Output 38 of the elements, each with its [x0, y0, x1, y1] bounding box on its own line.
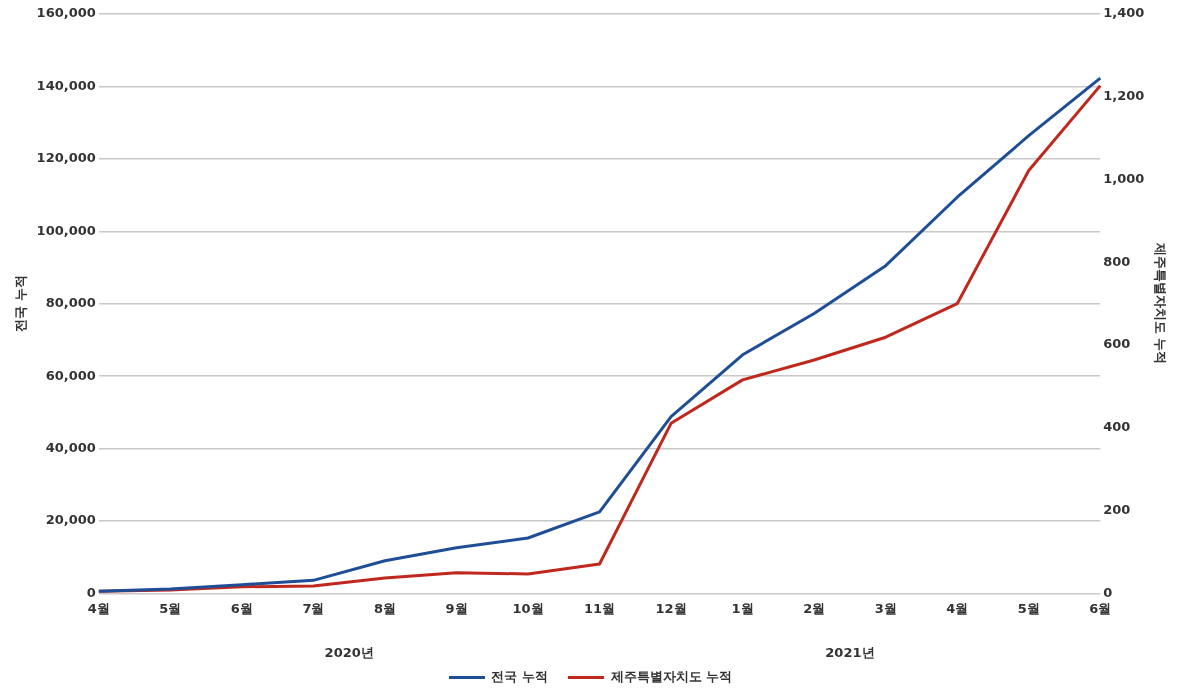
x-tick-label: 9월	[445, 600, 468, 616]
x-tick-label: 5월	[1017, 600, 1040, 616]
y-axis-title: 전국 누적	[13, 275, 29, 332]
y2-axis-title: 제주특별자치도 누적	[1152, 241, 1168, 365]
y-tick-label: 0	[86, 584, 96, 600]
y-tick-label: 120,000	[36, 150, 96, 166]
y2-tick-label: 200	[1103, 502, 1131, 517]
y-tick-label: 60,000	[45, 367, 96, 383]
x-tick-label: 6월	[1089, 600, 1112, 616]
y-tick-label: 140,000	[36, 77, 96, 93]
x-tick-label: 6월	[230, 600, 253, 616]
x-tick-label: 12월	[655, 600, 687, 616]
y-tick-label: 100,000	[36, 222, 96, 238]
y2-tick-label: 1,000	[1103, 170, 1145, 186]
y-tick-label: 80,000	[45, 295, 96, 311]
x-tick-label: 8월	[373, 600, 396, 616]
x-tick-label: 11월	[584, 600, 616, 616]
legend-label: 제주특별자치도 누적	[609, 668, 733, 684]
y2-tick-label: 400	[1103, 419, 1131, 435]
y2-tick-label: 800	[1103, 253, 1131, 269]
x-tick-label: 1월	[731, 600, 754, 616]
y-tick-label: 160,000	[36, 5, 96, 21]
y-tick-label: 20,000	[45, 512, 96, 528]
x-tick-label: 10월	[512, 600, 544, 616]
text: 2021년	[825, 644, 875, 660]
y2-tick-label: 1,400	[1103, 5, 1145, 21]
legend-label: 전국 누적	[491, 668, 549, 684]
y-tick-label: 40,000	[45, 439, 96, 455]
text: 2020년	[324, 644, 374, 660]
y2-tick-label: 0	[1103, 584, 1113, 600]
x-tick-label: 3월	[874, 600, 897, 616]
y2-tick-label: 600	[1103, 336, 1131, 352]
y2-tick-label: 1,200	[1103, 88, 1145, 104]
x-tick-label: 4월	[946, 600, 969, 616]
x-tick-label: 5월	[159, 600, 182, 616]
x-tick-label: 2월	[803, 600, 826, 616]
x-tick-label: 4월	[87, 600, 110, 616]
x-tick-label: 7월	[302, 600, 325, 616]
